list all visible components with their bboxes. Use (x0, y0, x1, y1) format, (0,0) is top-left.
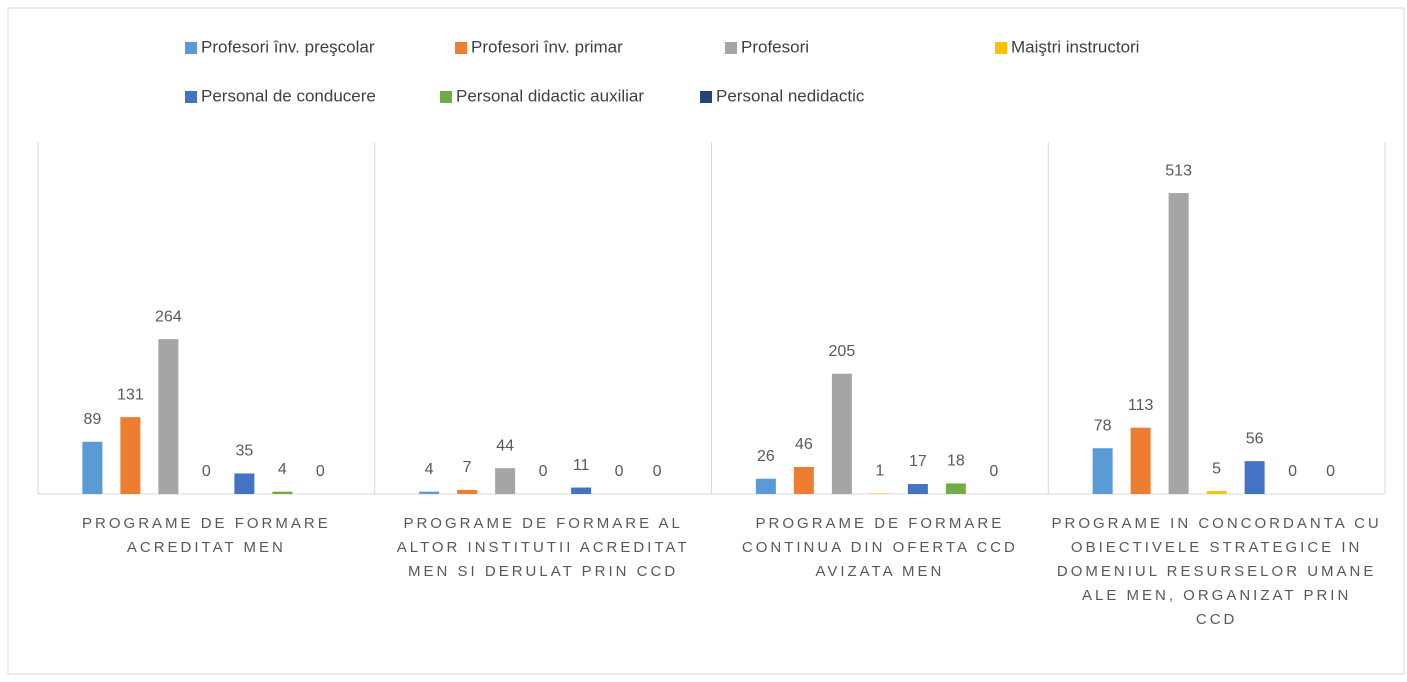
data-label: 131 (117, 386, 144, 403)
legend-swatch (995, 42, 1007, 54)
data-label: 0 (202, 463, 211, 480)
data-label: 89 (83, 411, 101, 428)
data-label: 205 (829, 343, 856, 360)
x-tick-label: PROGRAME DE FORMARE CONTINUA DIN OFERTA C… (742, 515, 1018, 580)
bar (571, 487, 592, 494)
bar (1244, 461, 1265, 494)
data-label: 35 (235, 443, 253, 460)
data-label: 56 (1246, 430, 1264, 447)
data-label: 7 (463, 459, 472, 476)
data-label: 113 (1128, 397, 1154, 414)
data-label: 0 (316, 463, 325, 480)
legend-label: Personal de conducere (201, 86, 376, 105)
bar (1206, 491, 1227, 494)
data-label: 18 (947, 453, 965, 470)
x-tick-label: PROGRAME DE FORMARE ACREDITAT MEN (82, 515, 331, 556)
data-label: 4 (425, 461, 434, 478)
data-label: 0 (1326, 463, 1335, 480)
data-label: 4 (278, 461, 287, 478)
legend-label: Personal didactic auxiliar (456, 86, 644, 105)
legend-label: Profesori înv. primar (471, 37, 623, 56)
data-label: 0 (539, 463, 548, 480)
bar (755, 478, 776, 494)
bar (1168, 193, 1189, 495)
bar (793, 467, 814, 494)
data-label: 44 (496, 437, 514, 454)
bar (82, 441, 103, 494)
legend-swatch (700, 91, 712, 103)
legend-swatch (185, 42, 197, 54)
x-tick-label: PROGRAME IN CONCORDANTA CU OBIECTIVELE ST… (1052, 515, 1382, 628)
legend-label: Profesori (741, 37, 809, 56)
bar (1130, 427, 1151, 494)
bar (234, 473, 255, 494)
bar (945, 483, 966, 494)
data-label: 264 (155, 308, 182, 325)
x-tick-label: PROGRAME DE FORMARE AL ALTOR INSTITUTII A… (397, 515, 690, 580)
bar (495, 468, 516, 494)
bar (158, 339, 179, 494)
legend-label: Personal nedidactic (716, 86, 865, 105)
data-label: 17 (909, 453, 927, 470)
legend-swatch (185, 91, 197, 103)
bar (907, 484, 928, 494)
data-label: 26 (757, 448, 775, 465)
legend-swatch (440, 91, 452, 103)
bar (419, 491, 440, 494)
data-label: 5 (1212, 460, 1221, 477)
bar (272, 491, 293, 494)
legend-swatch (725, 42, 737, 54)
data-label: 0 (1288, 463, 1297, 480)
data-label: 11 (573, 457, 590, 474)
bar (1092, 448, 1113, 494)
bar (457, 489, 478, 494)
chart-border (7, 7, 1405, 675)
data-label: 1 (875, 463, 884, 480)
data-label: 78 (1094, 417, 1112, 434)
bar (120, 417, 141, 494)
legend-swatch (455, 42, 467, 54)
bar (869, 493, 890, 494)
data-label: 0 (653, 463, 662, 480)
legend-label: Maiştri instructori (1011, 37, 1139, 56)
legend-label: Profesori înv. preşcolar (201, 37, 375, 56)
data-label: 0 (989, 463, 998, 480)
bar (831, 373, 852, 494)
data-label: 46 (795, 436, 813, 453)
data-label: 513 (1165, 162, 1192, 179)
data-label: 0 (615, 463, 624, 480)
